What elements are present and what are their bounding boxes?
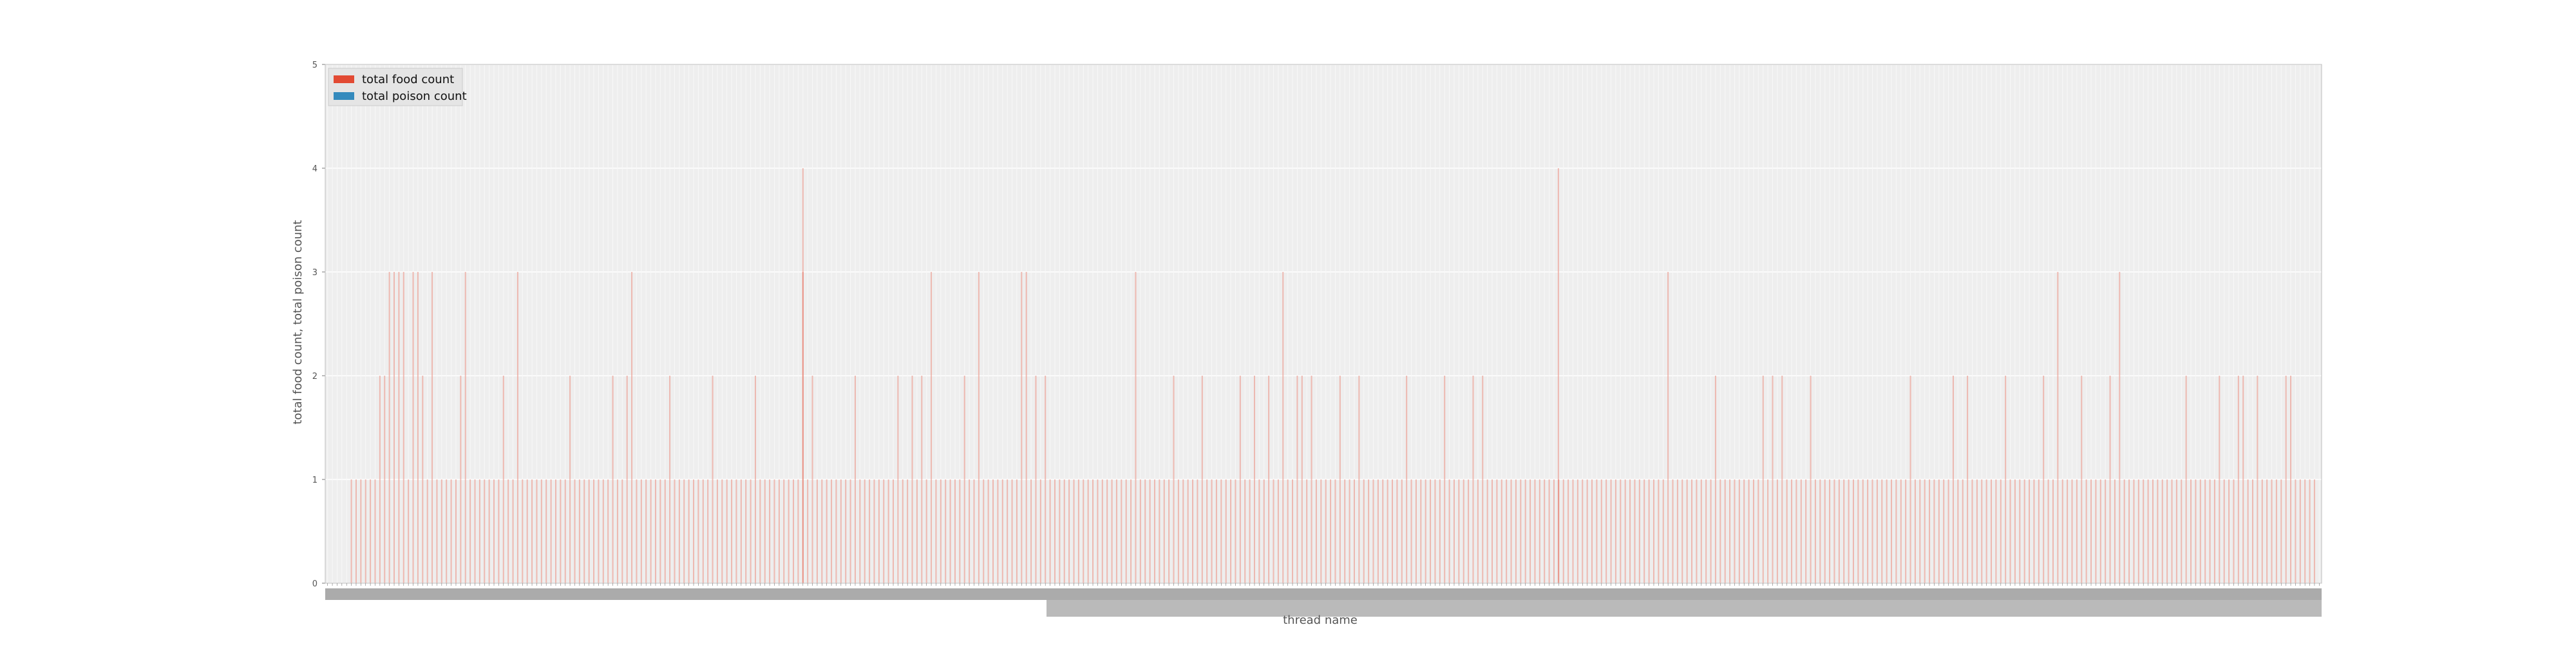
- plot-background: [325, 64, 2322, 583]
- x-axis-title: thread name: [1283, 613, 1358, 627]
- y-tick-label: 5: [312, 61, 317, 70]
- axes-layer: 0 1 2 3 4 5: [312, 61, 2322, 617]
- legend-swatch-food: [334, 75, 354, 83]
- y-tick-label: 2: [312, 372, 317, 381]
- bars-layer: [350, 168, 2315, 583]
- y-tick-label: 1: [312, 476, 317, 485]
- legend-label-poison: total poison count: [362, 90, 467, 103]
- plot-frame: [325, 64, 2322, 584]
- x-tick-label-band: [325, 588, 2322, 600]
- y-tick-label: 4: [312, 164, 317, 174]
- legend-label-food: total food count: [362, 73, 454, 86]
- y-axis-title: total food count, total poison count: [291, 220, 305, 424]
- legend-swatch-poison: [334, 92, 354, 100]
- y-tick-label: 0: [312, 579, 317, 589]
- legend: total food count total poison count: [328, 68, 467, 106]
- y-tick-label: 3: [312, 268, 317, 278]
- x-tick-label-band: [1046, 600, 2322, 617]
